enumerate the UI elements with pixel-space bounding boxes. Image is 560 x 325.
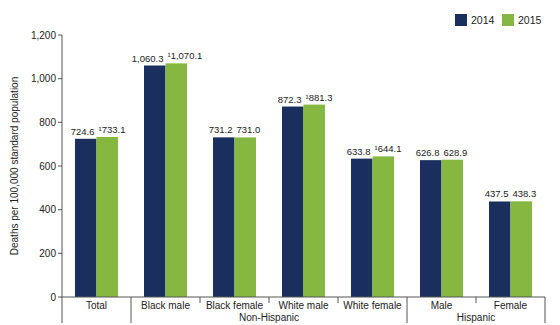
data-label: 724.6	[71, 126, 95, 137]
x-tick-label: Black female	[206, 300, 264, 311]
y-tick-label: 0	[50, 292, 56, 303]
x-tick-label: Black male	[141, 300, 190, 311]
x-tick-label: Total	[86, 300, 107, 311]
x-tick-label: Female	[494, 300, 528, 311]
legend-swatch	[455, 14, 467, 26]
group-label: Hispanic	[457, 312, 495, 323]
x-tick-label: White male	[278, 300, 328, 311]
x-separator	[62, 297, 63, 323]
y-tick	[58, 253, 62, 254]
y-tick-label: 400	[39, 204, 56, 215]
bar	[235, 137, 257, 297]
bar	[351, 159, 373, 297]
bar	[213, 137, 235, 297]
data-label: 1,060.3	[132, 53, 164, 64]
bar	[282, 107, 304, 297]
y-tick-label: 1,000	[31, 73, 56, 84]
x-separator	[545, 297, 546, 323]
data-label: ¹881.3	[306, 92, 333, 103]
data-label: ¹733.1	[99, 124, 126, 135]
bar	[489, 201, 511, 297]
bar	[420, 160, 442, 297]
x-tick-label: White female	[343, 300, 402, 311]
x-separator	[476, 297, 477, 303]
y-tick	[58, 209, 62, 210]
bar	[442, 160, 464, 297]
bar	[144, 66, 166, 297]
x-separator	[407, 297, 408, 323]
bar	[373, 156, 395, 297]
y-tick-label: 800	[39, 117, 56, 128]
bar	[75, 139, 97, 297]
data-label: 438.3	[513, 188, 537, 199]
data-label: ¹644.1	[375, 143, 402, 154]
y-tick	[58, 35, 62, 36]
bars	[75, 63, 532, 297]
x-axis	[62, 297, 545, 298]
chart: 724.6 1,060.3 731.2 872.3 633.8 626.8 437.5 ¹73…	[0, 0, 560, 325]
legend-label: 2015	[518, 14, 542, 26]
x-separator	[338, 297, 339, 303]
data-label: 731.2	[209, 124, 233, 135]
y-tick	[58, 122, 62, 123]
bar	[304, 105, 326, 297]
data-label: 437.5	[485, 188, 509, 199]
data-label: 628.9	[444, 147, 468, 158]
y-tick	[58, 166, 62, 167]
y-axis-label: Deaths per 100,000 standard population	[9, 77, 20, 255]
x-separator	[200, 297, 201, 303]
y-tick-label: 200	[39, 248, 56, 259]
bar	[166, 63, 188, 297]
bar	[97, 137, 119, 297]
bar	[511, 201, 533, 297]
legend-swatch	[502, 14, 514, 26]
data-label: 626.8	[416, 147, 440, 158]
x-separator	[131, 297, 132, 323]
y-tick	[58, 297, 62, 298]
legend-label: 2014	[471, 14, 495, 26]
data-label: 633.8	[347, 146, 371, 157]
y-tick-label: 1,200	[31, 30, 56, 41]
group-label: Non-Hispanic	[239, 312, 299, 323]
y-tick-label: 600	[39, 161, 56, 172]
x-separator	[269, 297, 270, 303]
data-label: 872.3	[278, 94, 302, 105]
x-tick-label: Male	[431, 300, 453, 311]
data-label: 731.0	[237, 124, 261, 135]
y-tick	[58, 78, 62, 79]
data-label: ¹1,070.1	[168, 50, 203, 61]
